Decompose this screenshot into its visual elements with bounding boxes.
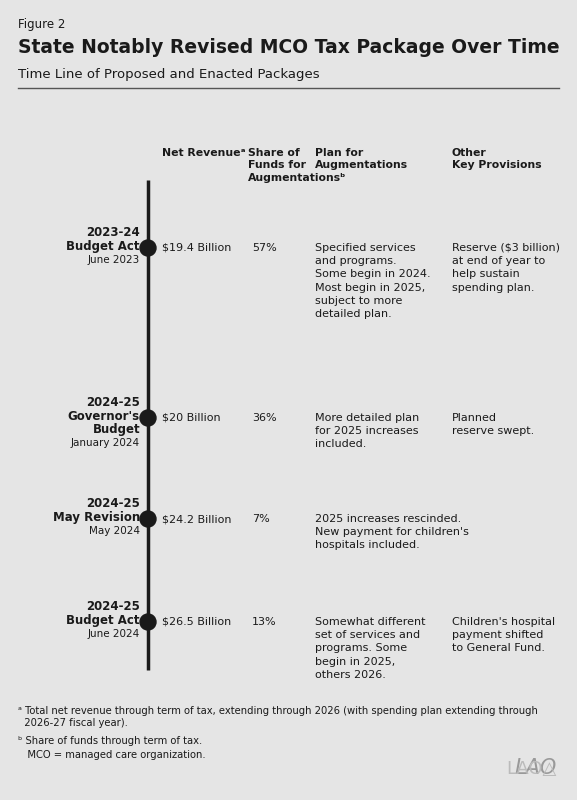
Text: 2024-25: 2024-25 — [86, 497, 140, 510]
Text: LAO: LAO — [515, 758, 557, 778]
Text: 36%: 36% — [252, 413, 276, 423]
Text: 2024-25: 2024-25 — [86, 600, 140, 613]
Text: State Notably Revised MCO Tax Package Over Time: State Notably Revised MCO Tax Package Ov… — [18, 38, 560, 57]
Text: LAO△: LAO△ — [507, 760, 557, 778]
Text: 7%: 7% — [252, 514, 270, 524]
Ellipse shape — [140, 410, 156, 426]
Text: Reserve ($3 billion)
at end of year to
help sustain
spending plan.: Reserve ($3 billion) at end of year to h… — [452, 243, 560, 293]
Text: 2023-24: 2023-24 — [86, 226, 140, 239]
Text: Budget Act: Budget Act — [66, 614, 140, 627]
Text: Figure 2: Figure 2 — [18, 18, 65, 31]
Text: ᵃ Total net revenue through term of tax, extending through 2026 (with spending p: ᵃ Total net revenue through term of tax,… — [18, 706, 538, 728]
Text: $19.4 Billion: $19.4 Billion — [162, 243, 231, 253]
Text: ᵇ Share of funds through term of tax.: ᵇ Share of funds through term of tax. — [18, 736, 203, 746]
Text: Children's hospital
payment shifted
to General Fund.: Children's hospital payment shifted to G… — [452, 617, 555, 654]
Text: May 2024: May 2024 — [89, 526, 140, 536]
Text: 57%: 57% — [252, 243, 277, 253]
Text: January 2024: January 2024 — [71, 438, 140, 448]
Text: Governor's: Governor's — [68, 410, 140, 423]
Text: Plan for
Augmentations: Plan for Augmentations — [315, 148, 408, 170]
Ellipse shape — [140, 614, 156, 630]
Text: Budget: Budget — [92, 423, 140, 436]
Text: June 2024: June 2024 — [88, 629, 140, 639]
Text: Budget Act: Budget Act — [66, 240, 140, 253]
Text: Net Revenueᵃ: Net Revenueᵃ — [162, 148, 245, 158]
Ellipse shape — [140, 511, 156, 527]
Text: $24.2 Billion: $24.2 Billion — [162, 514, 231, 524]
Text: Specified services
and programs.
Some begin in 2024.
Most begin in 2025,
subject: Specified services and programs. Some be… — [315, 243, 430, 319]
Text: 2024-25: 2024-25 — [86, 396, 140, 409]
Text: More detailed plan
for 2025 increases
included.: More detailed plan for 2025 increases in… — [315, 413, 419, 450]
Text: $20 Billion: $20 Billion — [162, 413, 220, 423]
Text: MCO = managed care organization.: MCO = managed care organization. — [18, 750, 205, 760]
Text: $26.5 Billion: $26.5 Billion — [162, 617, 231, 627]
Text: 2025 increases rescinded.
New payment for children's
hospitals included.: 2025 increases rescinded. New payment fo… — [315, 514, 469, 550]
Text: Share of
Funds for
Augmentationsᵇ: Share of Funds for Augmentationsᵇ — [248, 148, 346, 182]
Text: Other
Key Provisions: Other Key Provisions — [452, 148, 542, 170]
Text: Time Line of Proposed and Enacted Packages: Time Line of Proposed and Enacted Packag… — [18, 68, 320, 81]
Text: May Revision: May Revision — [53, 511, 140, 524]
Text: Planned
reserve swept.: Planned reserve swept. — [452, 413, 534, 436]
Ellipse shape — [140, 240, 156, 256]
Text: Somewhat different
set of services and
programs. Some
begin in 2025,
others 2026: Somewhat different set of services and p… — [315, 617, 425, 680]
Text: 13%: 13% — [252, 617, 276, 627]
Text: June 2023: June 2023 — [88, 255, 140, 265]
